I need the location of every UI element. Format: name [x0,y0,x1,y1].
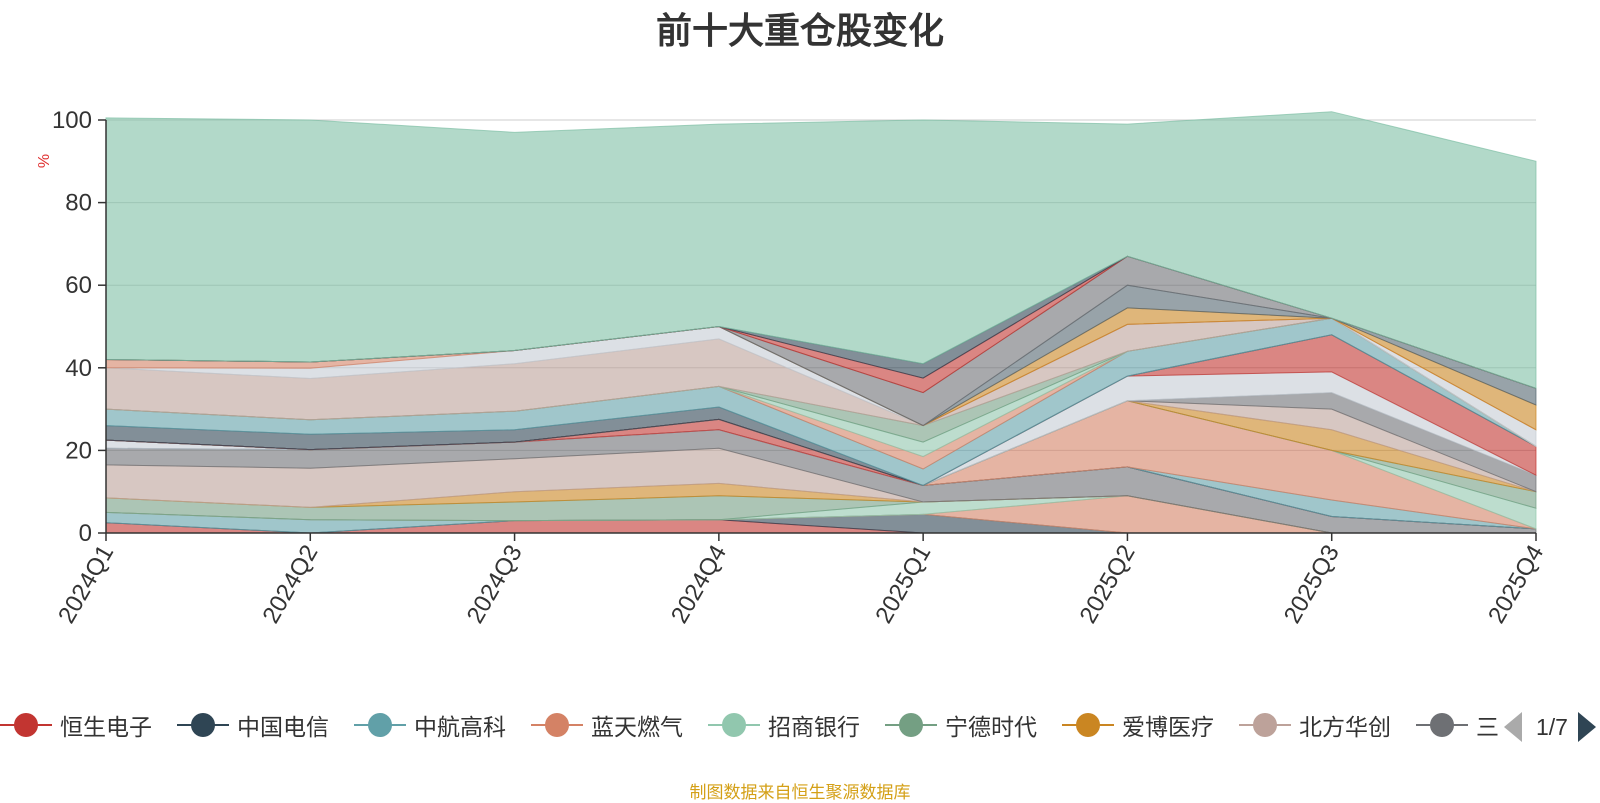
legend-label: 北方华创 [1299,714,1391,740]
x-tick-label: 2024Q2 [257,541,323,628]
legend-item[interactable]: 中航高科 [354,700,506,750]
legend-item[interactable]: 北方华创 [1239,700,1391,750]
x-tick-label: 2024Q1 [53,541,119,628]
x-tick-label: 2025Q1 [870,541,936,628]
legend: 恒生电子 中国电信 中航高科 蓝天燃气 招商银行 宁德时代 爱博医疗 北方华创 三 [0,700,1500,750]
y-tick-label: 20 [65,437,92,464]
legend-marker-icon [531,713,583,737]
legend-marker-icon [177,713,229,737]
data-source-note: 制图数据来自恒生聚源数据库 [689,783,911,802]
area-series-35 [105,111,1537,390]
legend-item[interactable]: 爱博医疗 [1062,700,1214,750]
y-tick-label: 80 [65,190,92,217]
legend-label: 恒生电子 [60,714,152,740]
legend-marker-icon [1239,713,1291,737]
legend-marker-icon [1062,713,1114,737]
legend-pager: 1/7 [1500,712,1600,742]
legend-item[interactable]: 中国电信 [177,700,329,750]
legend-label: 中航高科 [414,714,506,740]
y-tick-label: 0 [79,520,92,547]
chart-title: 前十大重仓股变化 [655,10,944,51]
legend-item[interactable]: 蓝天燃气 [531,700,683,750]
legend-label: 招商银行 [768,714,860,740]
x-tick-label: 2024Q4 [666,541,732,628]
x-tick-label: 2025Q2 [1075,541,1141,628]
y-tick-label: 100 [52,107,92,134]
legend-item[interactable]: 招商银行 [708,700,860,750]
legend-marker-icon [1416,713,1468,737]
legend-marker-icon [0,713,52,737]
legend-label: 宁德时代 [945,714,1037,740]
legend-marker-icon [708,713,760,737]
x-tick-label: 2024Q3 [462,541,528,628]
stacked-area-chart: 0 20 40 60 80 100% 2024Q1 2024Q2 2024Q3 2024Q4 202… [36,107,1549,628]
x-tick-label: 2025Q3 [1279,541,1345,628]
legend-marker-icon [885,713,937,737]
legend-label: 三 [1476,714,1499,740]
legend-marker-icon [354,713,406,737]
legend-item[interactable]: 恒生电子 [0,700,152,750]
legend-item[interactable]: 三 [1416,700,1499,750]
x-tick-label: 2025Q4 [1483,541,1549,628]
legend-label: 中国电信 [237,714,329,740]
legend-item[interactable]: 宁德时代 [885,700,1037,750]
y-tick-label: 40 [65,355,92,382]
legend-prev-icon[interactable] [1504,712,1522,742]
legend-next-icon[interactable] [1577,712,1596,742]
y-tick-label: 60 [65,272,92,299]
legend-label: 蓝天燃气 [591,714,683,740]
legend-label: 爱博医疗 [1122,714,1214,740]
y-axis-unit: % [36,154,53,168]
legend-page-indicator: 1/7 [1536,713,1568,740]
